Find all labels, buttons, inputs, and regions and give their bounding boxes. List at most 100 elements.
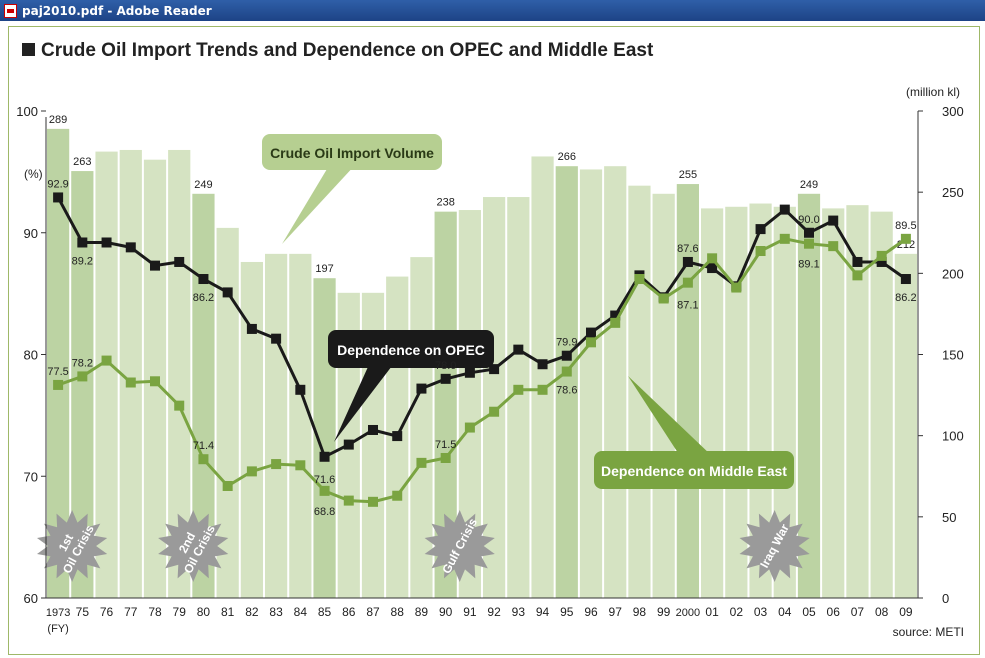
middle-east-value-label: 78.6	[556, 385, 577, 397]
left-axis-tick-label: 60	[24, 591, 38, 606]
x-tick-label: 96	[584, 605, 598, 619]
opec-value-label: 92.9	[47, 178, 68, 190]
series-point	[368, 496, 378, 507]
middle-east-value-label: 71.4	[193, 440, 214, 452]
series-point	[755, 246, 766, 257]
source-note: source: METI	[893, 625, 964, 639]
right-axis-tick-label: 200	[942, 266, 964, 281]
opec-value-label: 79.9	[556, 337, 577, 349]
bar-90	[434, 211, 457, 598]
x-tick-label: 06	[827, 605, 841, 619]
series-point	[634, 274, 645, 285]
callout-import-volume-box	[262, 134, 442, 170]
series-point	[295, 460, 306, 471]
bar-04	[773, 206, 796, 598]
middle-east-value-label: 78.2	[72, 357, 93, 369]
pdf-icon	[4, 3, 17, 18]
bar-77	[119, 149, 142, 598]
series-point	[295, 384, 306, 395]
x-tick-label: 82	[245, 605, 259, 619]
bar-96	[579, 169, 603, 598]
series-point	[513, 384, 524, 395]
x-tick-label: 86	[342, 605, 356, 619]
callout-opec: Dependence on OPEC	[337, 342, 485, 358]
right-axis-tick-label: 100	[942, 429, 964, 444]
series-point	[101, 355, 112, 366]
bar-value-label: 266	[558, 151, 576, 163]
bar-95	[555, 166, 578, 598]
bar-84	[289, 253, 312, 598]
bar-81	[216, 227, 239, 598]
right-axis-tick-label: 50	[942, 510, 956, 525]
chart-title-text: Crude Oil Import Trends and Dependence o…	[41, 40, 654, 61]
bar-82	[240, 261, 263, 598]
x-tick-label: 75	[76, 605, 90, 619]
bar-value-label: 238	[436, 197, 454, 209]
x-tick-label: 80	[197, 605, 211, 619]
window-titlebar[interactable]: paj2010.pdf - Adobe Reader	[0, 0, 985, 21]
series-point	[343, 495, 354, 506]
middle-east-value-label: 89.1	[798, 259, 819, 271]
bar-value-label: 249	[194, 179, 212, 191]
series-point	[489, 406, 500, 417]
series-point	[779, 204, 790, 215]
x-tick-label: 01	[705, 605, 719, 619]
right-axis-tick-label: 250	[942, 185, 964, 200]
series-point	[246, 466, 257, 477]
left-axis-tick-label: 100	[16, 104, 38, 119]
series-point	[779, 233, 790, 244]
series-point	[125, 242, 136, 253]
bar-value-label: 255	[679, 169, 697, 181]
series-point	[150, 376, 160, 387]
bar-05	[797, 193, 821, 599]
series-point	[852, 256, 863, 267]
x-tick-label: 09	[899, 605, 913, 619]
middle-east-value-label: 89.5	[895, 220, 916, 232]
left-axis-label: (%)	[24, 167, 43, 181]
bar-93	[507, 197, 530, 598]
x-tick-label: 04	[778, 605, 792, 619]
bar-03	[749, 203, 772, 598]
x-tick-label: 02	[730, 605, 744, 619]
series-point	[416, 383, 427, 394]
x-tick-label: 07	[851, 605, 865, 619]
x-tick-label: 81	[221, 605, 235, 619]
x-tick-label: 88	[391, 605, 405, 619]
series-point	[440, 452, 451, 463]
chart-title: Crude Oil Import Trends and Dependence o…	[22, 40, 653, 62]
series-point	[392, 431, 403, 442]
series-point	[53, 192, 64, 203]
event-star-03	[739, 510, 810, 582]
series-point	[198, 274, 209, 285]
series-point	[755, 224, 766, 235]
opec-value-label: 86.2	[895, 292, 916, 304]
series-point	[537, 384, 548, 395]
bar-94	[531, 156, 554, 598]
chart-frame	[8, 26, 980, 655]
series-point	[246, 323, 257, 334]
x-tick-label: 2000	[676, 607, 700, 619]
x-tick-label: 77	[124, 605, 138, 619]
callout-middle-east-box	[594, 451, 794, 489]
series-point	[876, 256, 887, 267]
opec-value-label: 71.6	[314, 474, 335, 486]
right-axis-tick-label: 300	[942, 104, 964, 119]
bar-01	[701, 208, 724, 598]
x-tick-label: 98	[633, 605, 647, 619]
x-tick-label: 85	[318, 605, 332, 619]
callout-pointer-import-volume	[282, 164, 356, 244]
series-point	[319, 451, 330, 462]
series-point	[828, 241, 839, 252]
bar-value-label: 197	[315, 263, 333, 275]
series-point	[900, 233, 911, 244]
bar-07	[846, 205, 869, 599]
bar-76	[95, 151, 118, 599]
title-square-icon	[22, 43, 35, 56]
x-tick-label: 99	[657, 605, 671, 619]
event-star-90	[424, 510, 495, 582]
series-point	[876, 250, 887, 261]
x-tick-label: 1973	[46, 607, 70, 619]
series-point	[198, 454, 209, 465]
series-point	[343, 439, 354, 450]
x-tick-label: 76	[100, 605, 114, 619]
